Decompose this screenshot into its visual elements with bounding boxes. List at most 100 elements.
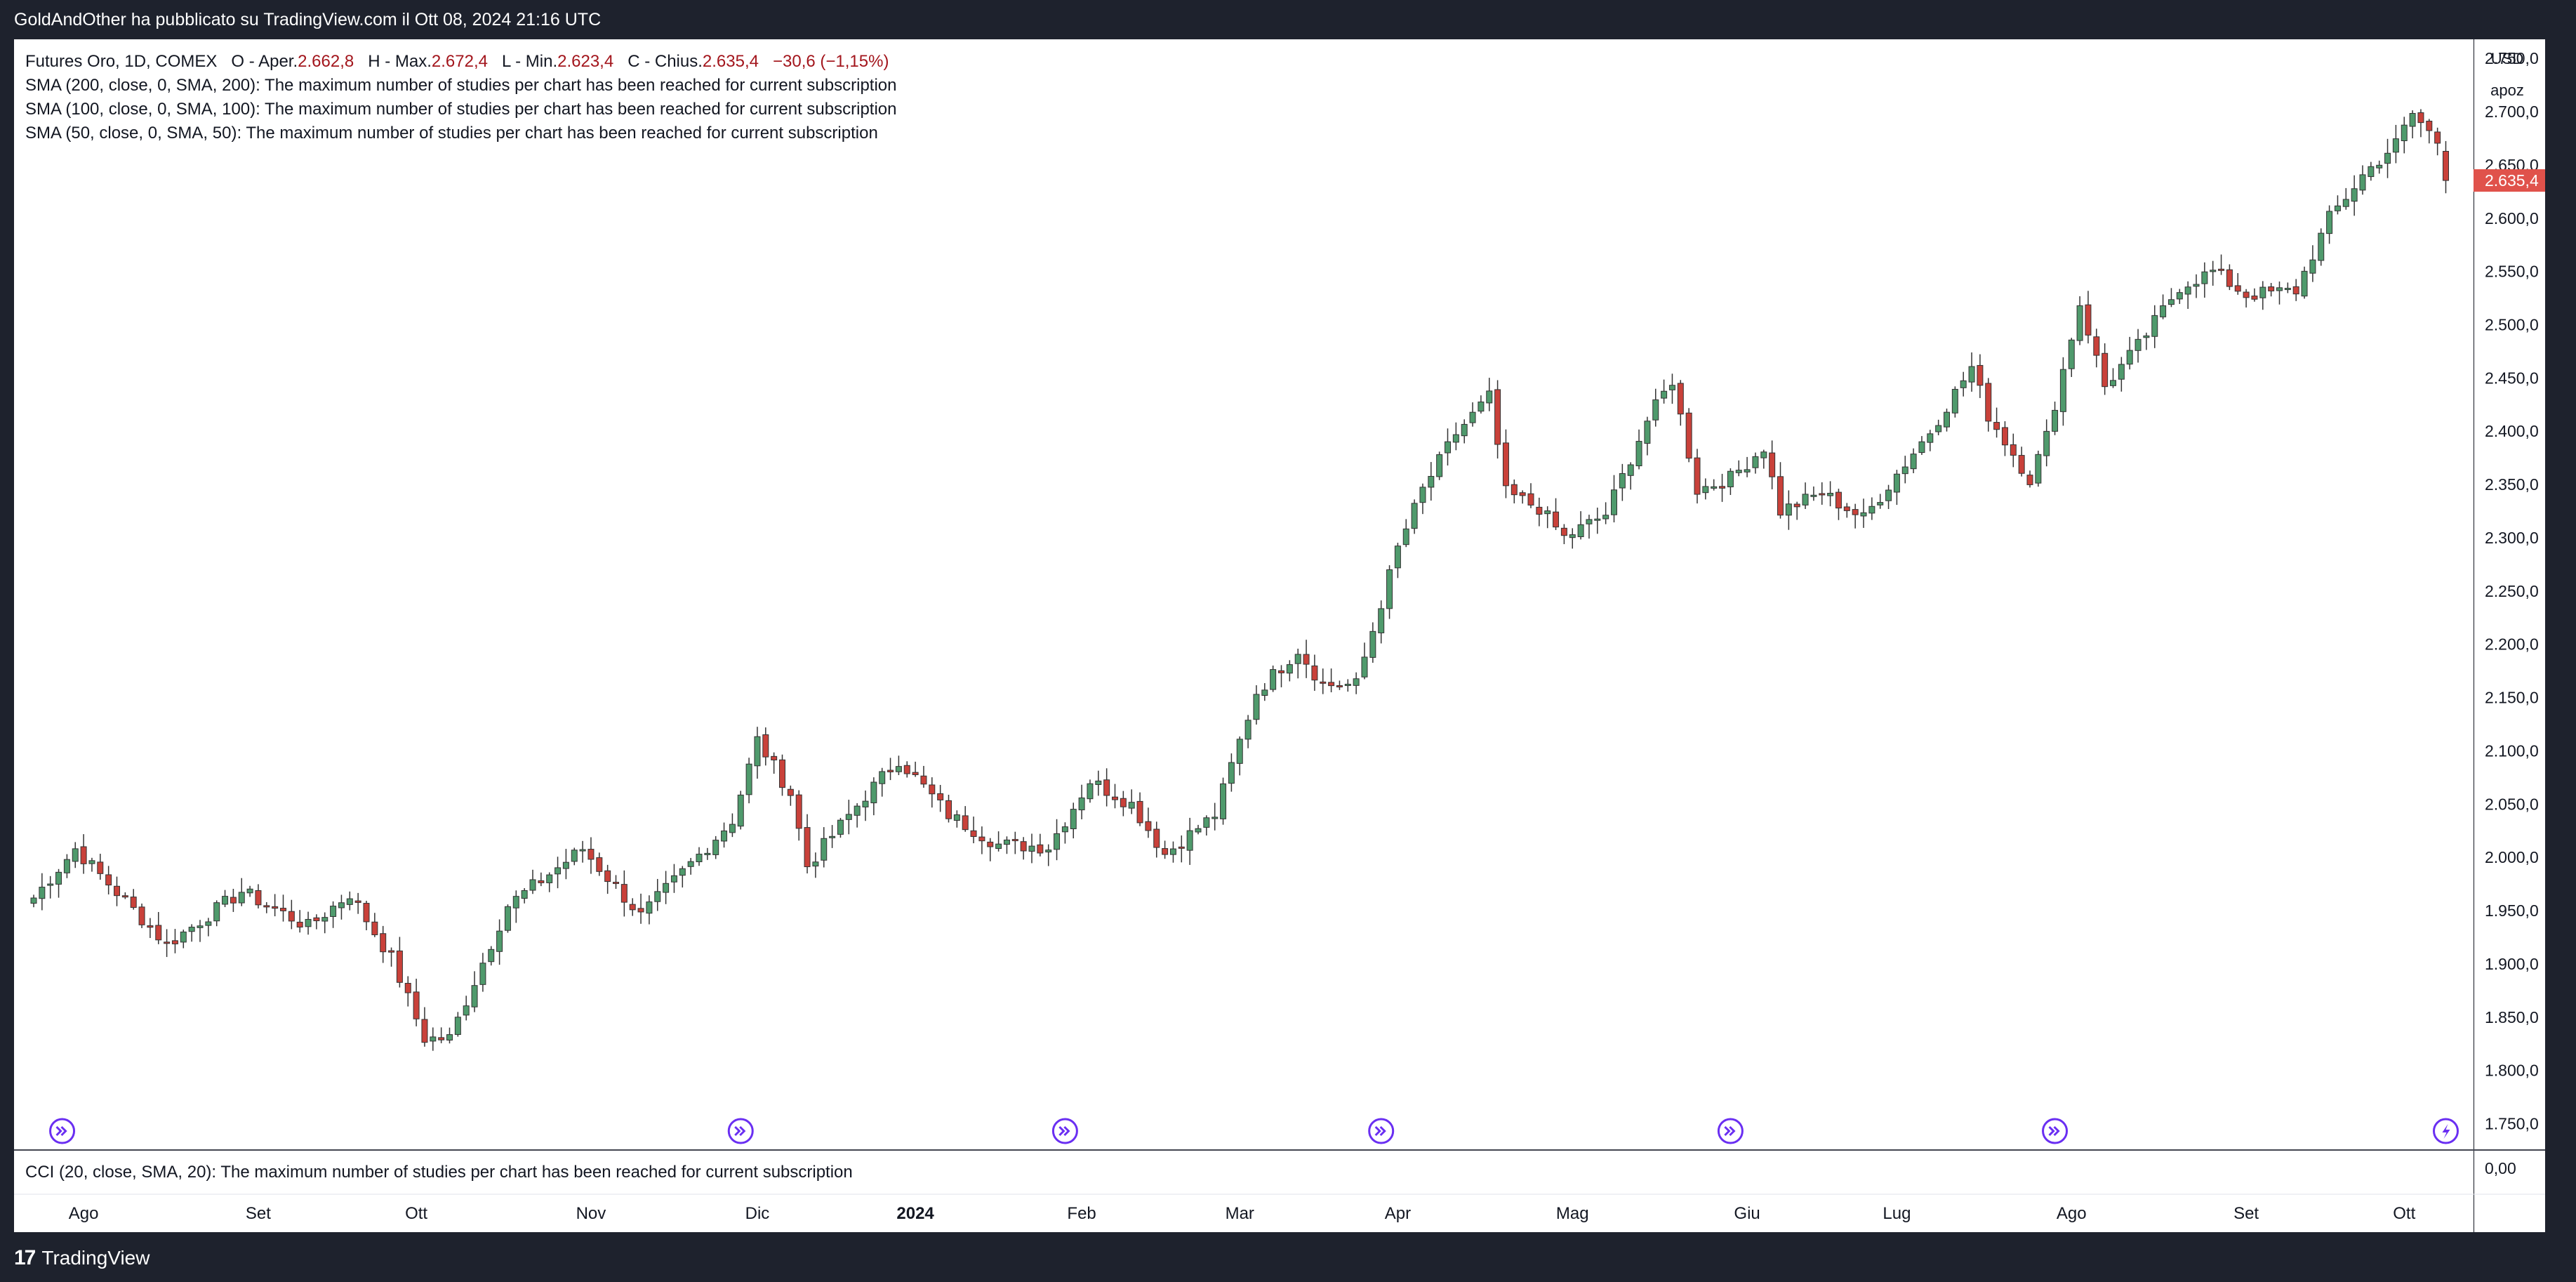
candle-body: [903, 765, 910, 774]
candle-body: [188, 927, 195, 932]
study-sma100[interactable]: SMA (100, close, 0, SMA, 100): The maxim…: [25, 100, 897, 119]
candle-body: [1478, 401, 1485, 412]
candle-body: [779, 759, 785, 788]
candle-body: [2035, 454, 2042, 484]
candle-body: [1136, 800, 1143, 824]
candle-body: [1336, 685, 1343, 688]
candle-body: [1452, 434, 1459, 443]
candle-body: [2334, 205, 2341, 211]
candle-body: [1003, 839, 1010, 845]
candle-body: [1278, 670, 1284, 673]
price-tick-label: 2.600,0: [2485, 209, 2539, 227]
candle-body: [272, 906, 279, 909]
candle-body: [1153, 828, 1160, 848]
candle-body: [1793, 503, 1800, 508]
candle-body: [1760, 451, 1767, 458]
candle-body: [1145, 821, 1152, 831]
candle-body: [1261, 689, 1268, 696]
publish-bar: GoldAndOther ha pubblicato su TradingVie…: [0, 0, 2576, 39]
candle-body: [1502, 442, 1509, 487]
candle-body: [1428, 475, 1435, 488]
candle-body: [2401, 124, 2408, 142]
candle-body: [529, 879, 536, 891]
candle-body: [413, 991, 420, 1019]
candle-body: [2218, 268, 2225, 271]
candle-body: [2026, 475, 2033, 485]
candle-body: [962, 815, 969, 831]
candle-body: [663, 883, 670, 893]
candle-body: [2184, 286, 2191, 295]
candle-body: [1694, 457, 1701, 495]
candle-body: [937, 793, 944, 800]
candle-body: [1369, 630, 1376, 658]
time-axis-label: Ott: [2393, 1204, 2415, 1223]
candle-body: [305, 918, 312, 927]
published-by-text: GoldAndOther ha pubblicato su TradingVie…: [14, 10, 602, 29]
candle-body: [2193, 284, 2200, 287]
candle-body: [205, 921, 212, 926]
candle-body: [1635, 441, 1642, 467]
candle-body: [2210, 270, 2217, 272]
candle-body: [870, 781, 877, 804]
candle-body: [63, 859, 70, 873]
candle-body: [845, 814, 852, 820]
candle-body: [1960, 380, 1967, 388]
chart-svg[interactable]: Ago Set Ott Nov Dic 2024 Feb Mar Apr Mag Giu Lug Ago…: [14, 39, 2474, 1232]
candle-body: [438, 1037, 445, 1040]
candle-body: [2043, 430, 2050, 456]
cci-study-label[interactable]: CCI (20, close, SMA, 20): The maximum nu…: [25, 1163, 853, 1182]
symbol-label: Futures Oro, 1D, COMEX: [25, 52, 218, 71]
candle-body: [2201, 271, 2208, 284]
time-axis-label: Mar: [1226, 1204, 1254, 1223]
candle-body: [1802, 494, 1809, 505]
candle-body: [1220, 783, 1227, 819]
candle-body: [280, 908, 286, 911]
candle-body: [1461, 423, 1468, 437]
currency-label[interactable]: USD: [2491, 50, 2523, 67]
chart-pane[interactable]: Ago Set Ott Nov Dic 2024 Feb Mar Apr Mag Giu Lug Ago…: [14, 39, 2474, 1232]
candle-body: [1544, 510, 1551, 515]
scale-mode-label[interactable]: apoz: [2490, 81, 2524, 99]
candle-body: [2001, 427, 2008, 446]
candle-body: [47, 883, 54, 886]
candle-body: [1735, 470, 1742, 473]
time-axis-label: 2024: [896, 1204, 934, 1223]
candle-body: [1968, 366, 1975, 383]
candle-body: [1169, 848, 1176, 855]
tradingview-logo[interactable]: 17 TradingView: [14, 1246, 150, 1270]
price-tick-label: 2.200,0: [2485, 635, 2539, 654]
candle-body: [1944, 411, 1950, 428]
candle-body: [338, 902, 345, 908]
candle-body: [2059, 369, 2066, 412]
candle-body: [1253, 694, 1260, 720]
candle-body: [629, 904, 636, 911]
candle-body: [1286, 664, 1293, 674]
price-scale-bg: [2474, 39, 2545, 1232]
study-sma50[interactable]: SMA (50, close, 0, SMA, 50): The maximum…: [25, 124, 878, 143]
candle-body: [1652, 399, 1659, 421]
candle-body: [1311, 665, 1318, 681]
candle-body: [729, 824, 736, 833]
candle-body: [1560, 527, 1567, 536]
candle-body: [953, 814, 960, 821]
candle-body: [1843, 506, 1850, 511]
candle-body: [2226, 269, 2233, 287]
candle-body: [463, 1005, 470, 1016]
study-sma200[interactable]: SMA (200, close, 0, SMA, 200): The maxim…: [25, 76, 897, 95]
candle-body: [2068, 339, 2075, 369]
candle-body: [1178, 846, 1185, 849]
price-tick-label: 2.250,0: [2485, 582, 2539, 600]
candle-body: [147, 925, 154, 928]
candle-body: [2268, 286, 2275, 291]
price-scale[interactable]: USDapoz2.750,02.700,02.650,02.600,02.550…: [2474, 39, 2576, 1232]
candle-body: [363, 903, 370, 923]
candle-body: [912, 772, 919, 775]
candle-body: [1885, 489, 1892, 501]
candle-body: [2309, 259, 2316, 274]
candle-body: [579, 849, 586, 852]
low-value: 2.623,4: [557, 52, 614, 71]
candle-body: [1195, 828, 1202, 833]
candle-body: [829, 835, 836, 838]
candle-body: [296, 921, 303, 928]
candle-body: [1644, 421, 1651, 444]
